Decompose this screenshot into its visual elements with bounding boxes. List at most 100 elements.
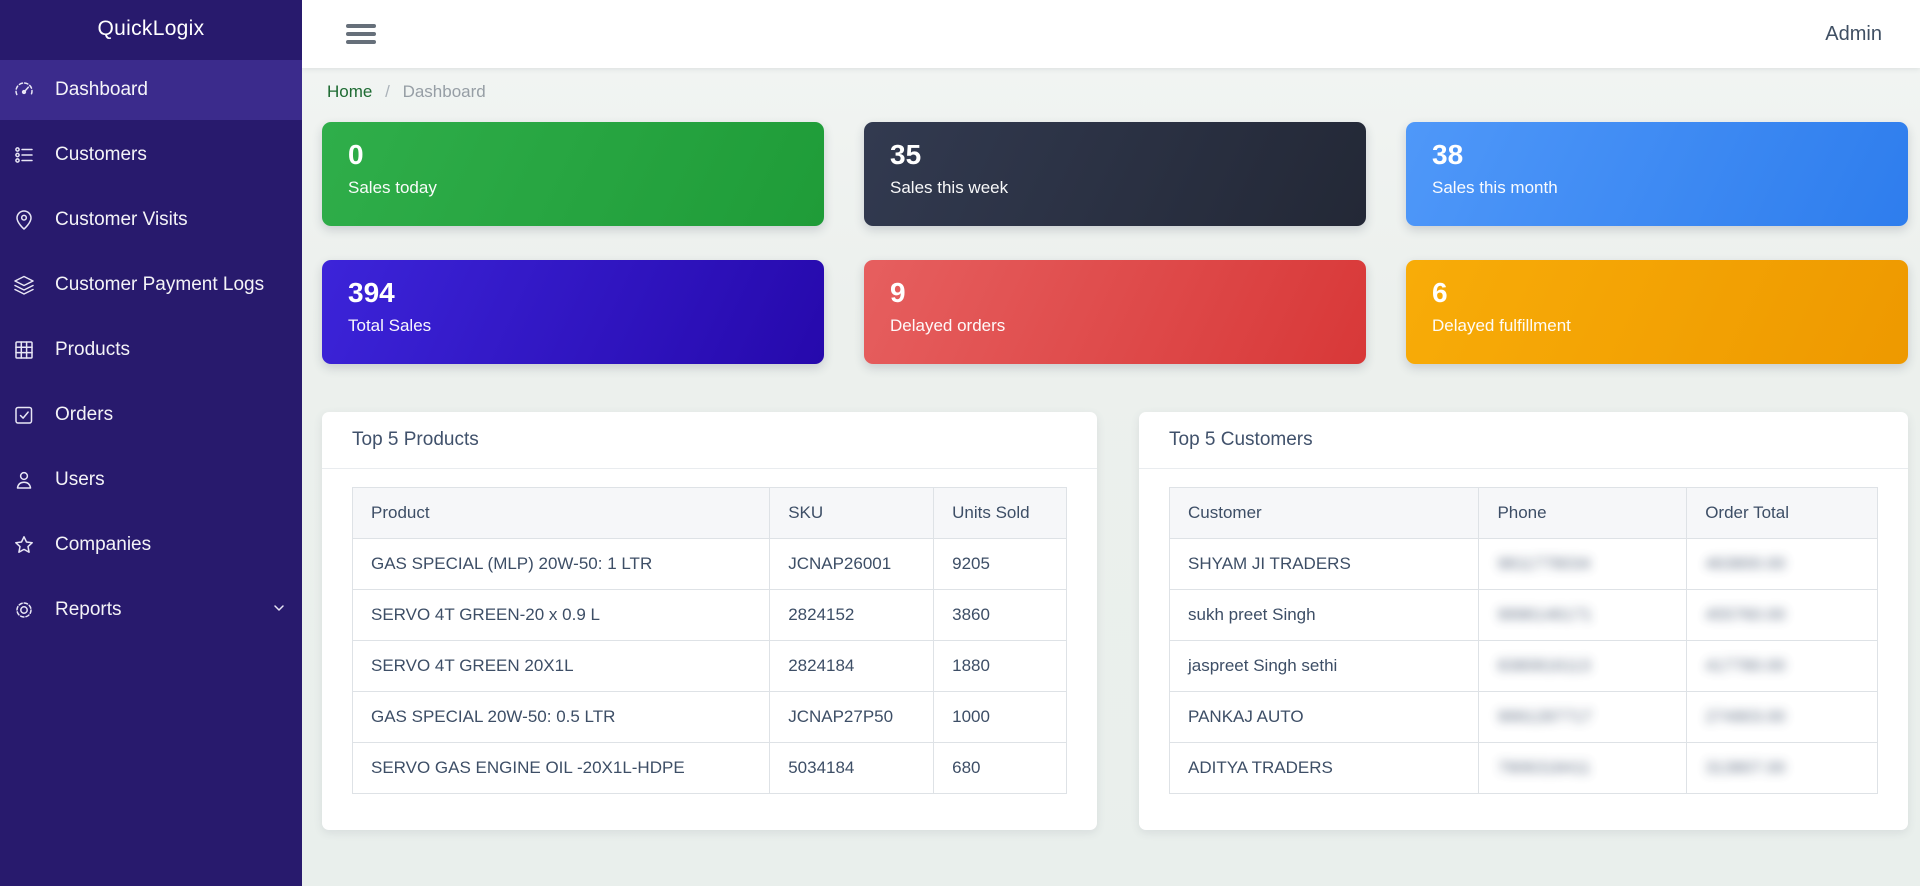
stat-value: 394 bbox=[348, 277, 395, 308]
table-cell: PANKAJ AUTO bbox=[1168, 691, 1480, 743]
check-square-icon bbox=[12, 403, 36, 427]
table-header-row: Product SKU Units Sold bbox=[351, 487, 1067, 539]
sidebar: QuickLogix Dashboard Customers bbox=[0, 0, 302, 886]
stat-card-sales-this-month: 38 Sales this month bbox=[1406, 122, 1908, 226]
sidebar-item-products[interactable]: Products bbox=[0, 320, 302, 380]
table-row: SERVO 4T GREEN 20X1L 2824184 1880 bbox=[351, 640, 1067, 692]
admin-menu[interactable]: Admin bbox=[1825, 22, 1882, 45]
stat-label: Sales today bbox=[348, 178, 437, 197]
table-cell: JCNAP27P50 bbox=[769, 691, 935, 743]
sidebar-item-reports[interactable]: Reports bbox=[0, 580, 302, 640]
top-products-panel: Top 5 Products Product SKU Units Sold GAS … bbox=[322, 412, 1097, 830]
table-cell: 1880 bbox=[933, 640, 1067, 692]
column-header: SKU bbox=[769, 487, 935, 539]
table-cell: 9991287717 bbox=[1478, 691, 1688, 743]
breadcrumb-separator: / bbox=[385, 82, 390, 101]
table-cell: 9205 bbox=[933, 538, 1067, 590]
table-panels: Top 5 Products Product SKU Units Sold GAS … bbox=[322, 412, 1908, 830]
column-header: Phone bbox=[1478, 487, 1688, 539]
table-cell: 455760.00 bbox=[1686, 589, 1878, 641]
stat-card-sales-this-week: 35 Sales this week bbox=[864, 122, 1366, 226]
sidebar-item-label: Orders bbox=[55, 404, 114, 425]
stat-label: Delayed fulfillment bbox=[1432, 316, 1571, 335]
table-header-row: Customer Phone Order Total bbox=[1168, 487, 1878, 539]
column-header: Order Total bbox=[1686, 487, 1878, 539]
stat-label: Total Sales bbox=[348, 316, 432, 335]
sidebar-item-orders[interactable]: Orders bbox=[0, 385, 302, 445]
table-cell: 9811778034 bbox=[1478, 538, 1688, 590]
map-pin-icon bbox=[12, 208, 36, 232]
table-cell: GAS SPECIAL 20W-50: 0.5 LTR bbox=[351, 691, 771, 743]
stat-value: 6 bbox=[1432, 277, 1448, 308]
sidebar-item-customers[interactable]: Customers bbox=[0, 125, 302, 185]
sidebar-item-customer-payment-logs[interactable]: Customer Payment Logs bbox=[0, 255, 302, 315]
stat-card-delayed-fulfillment: 6 Delayed fulfillment bbox=[1406, 260, 1908, 364]
sidebar-item-label: Products bbox=[55, 339, 130, 360]
sidebar-item-label: Companies bbox=[55, 534, 152, 555]
stat-label: Sales this month bbox=[1432, 178, 1558, 197]
chevron-down-icon[interactable] bbox=[272, 599, 286, 621]
table-cell: 3860 bbox=[933, 589, 1067, 641]
table-cell: sukh preet Singh bbox=[1168, 589, 1480, 641]
panel-title: Top 5 Products bbox=[322, 412, 1097, 469]
table-row: SHYAM JI TRADERS 9811778034 463800.00 bbox=[1168, 538, 1878, 590]
sidebar-item-dashboard[interactable]: Dashboard bbox=[0, 60, 302, 120]
sidebar-item-label: Reports bbox=[55, 599, 122, 620]
table-row: ADITYA TRADERS 7906318411 313807.00 bbox=[1168, 742, 1878, 794]
table-cell: ADITYA TRADERS bbox=[1168, 742, 1480, 794]
stat-label: Delayed orders bbox=[890, 316, 1006, 335]
sidebar-item-label: Customer Visits bbox=[55, 209, 188, 230]
table-cell: 2824152 bbox=[769, 589, 935, 641]
table-cell: 2824184 bbox=[769, 640, 935, 692]
table-row: SERVO GAS ENGINE OIL -20X1L-HDPE 5034184 6… bbox=[351, 742, 1067, 794]
table-cell: 9996146171 bbox=[1478, 589, 1688, 641]
star-icon bbox=[12, 533, 36, 557]
table-cell: 7906318411 bbox=[1478, 742, 1688, 794]
gear-icon bbox=[12, 598, 36, 622]
stat-value: 35 bbox=[890, 139, 922, 170]
table-cell: 274903.00 bbox=[1686, 691, 1878, 743]
stat-label: Sales this week bbox=[890, 178, 1009, 197]
table-cell: SERVO GAS ENGINE OIL -20X1L-HDPE bbox=[351, 742, 771, 794]
top-products-table: Product SKU Units Sold GAS SPECIAL (MLP) 2… bbox=[351, 487, 1067, 794]
table-cell: JCNAP26001 bbox=[769, 538, 935, 590]
sidebar-item-label: Customer Payment Logs bbox=[55, 274, 265, 295]
table-cell: 1000 bbox=[933, 691, 1067, 743]
breadcrumb: Home / Dashboard bbox=[322, 82, 1908, 102]
table-cell: 463800.00 bbox=[1686, 538, 1878, 590]
list-icon bbox=[12, 143, 36, 167]
breadcrumb-current: Dashboard bbox=[402, 82, 486, 101]
stat-card-delayed-orders: 9 Delayed orders bbox=[864, 260, 1366, 364]
table-cell: GAS SPECIAL (MLP) 20W-50: 1 LTR bbox=[351, 538, 771, 590]
table-row: GAS SPECIAL (MLP) 20W-50: 1 LTR JCNAP2600… bbox=[351, 538, 1067, 590]
table-row: sukh preet Singh 9996146171 455760.00 bbox=[1168, 589, 1878, 641]
brand-logo: QuickLogix bbox=[97, 17, 205, 40]
column-header: Units Sold bbox=[933, 487, 1067, 539]
column-header: Customer bbox=[1168, 487, 1480, 539]
panel-title: Top 5 Customers bbox=[1139, 412, 1908, 469]
user-icon bbox=[12, 468, 36, 492]
breadcrumb-home-link[interactable]: Home bbox=[327, 82, 373, 101]
table-cell: 417780.00 bbox=[1686, 640, 1878, 692]
main-content: Home / Dashboard 0 Sales today 35 Sales … bbox=[302, 68, 1920, 886]
sidebar-item-label: Customers bbox=[55, 144, 147, 165]
table-row: PANKAJ AUTO 9991287717 274903.00 bbox=[1168, 691, 1878, 743]
table-cell: SERVO 4T GREEN-20 x 0.9 L bbox=[351, 589, 771, 641]
table-cell: 8380816113 bbox=[1478, 640, 1688, 692]
table-row: SERVO 4T GREEN-20 x 0.9 L 2824152 3860 bbox=[351, 589, 1067, 641]
top-customers-panel: Top 5 Customers Customer Phone Order Total… bbox=[1139, 412, 1908, 830]
stat-value: 0 bbox=[348, 139, 364, 170]
table-cell: SERVO 4T GREEN 20X1L bbox=[351, 640, 771, 692]
table-cell: SHYAM JI TRADERS bbox=[1168, 538, 1480, 590]
table-cell: 5034184 bbox=[769, 742, 935, 794]
sidebar-item-users[interactable]: Users bbox=[0, 450, 302, 510]
table-cell: 680 bbox=[933, 742, 1067, 794]
stat-value: 38 bbox=[1432, 139, 1464, 170]
table-cell: 313807.00 bbox=[1686, 742, 1878, 794]
top-customers-table: Customer Phone Order Total SHYAM JI TRADER… bbox=[1168, 487, 1878, 794]
sidebar-item-companies[interactable]: Companies bbox=[0, 515, 302, 575]
stat-card-sales-today: 0 Sales today bbox=[322, 122, 824, 226]
sidebar-item-customer-visits[interactable]: Customer Visits bbox=[0, 190, 302, 250]
table-row: GAS SPECIAL 20W-50: 0.5 LTR JCNAP27P50 100… bbox=[351, 691, 1067, 743]
hamburger-icon[interactable] bbox=[346, 20, 376, 48]
